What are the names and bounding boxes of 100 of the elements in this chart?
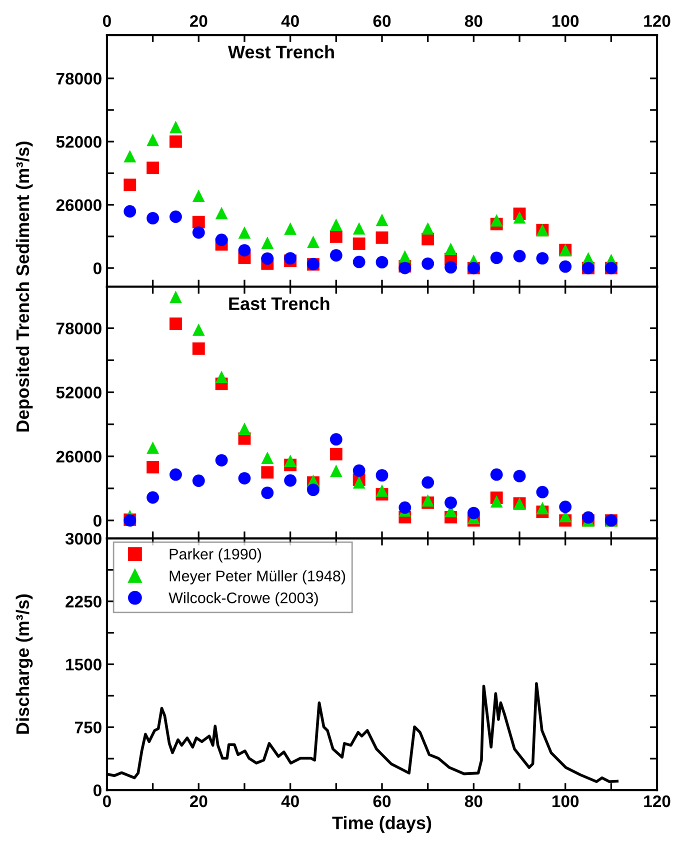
point [330, 448, 342, 460]
point [261, 452, 274, 464]
x2-tick-label: 20 [190, 15, 208, 27]
point [170, 468, 182, 481]
point [490, 495, 503, 508]
point [376, 469, 388, 482]
x-tick-label: 100 [552, 795, 579, 808]
legend-label: Meyer Peter Müller (1948) [170, 570, 346, 584]
point [192, 190, 205, 202]
point [490, 468, 503, 481]
point [284, 222, 297, 235]
point [146, 162, 160, 174]
point [376, 484, 388, 497]
point [238, 226, 251, 239]
point [490, 214, 503, 227]
point [238, 422, 251, 435]
point [398, 250, 412, 263]
chart-title: West Trench [228, 45, 334, 58]
x2-tick-label: 60 [373, 15, 391, 27]
x-axis-title: Time (days) [332, 816, 432, 833]
point [215, 370, 228, 384]
y-tick-label: 750 [75, 722, 102, 734]
x-tick-label: 60 [373, 795, 391, 808]
point [513, 250, 526, 262]
y-tick-label: 0 [93, 784, 102, 796]
y-tick-label: 26000 [56, 450, 102, 463]
point [490, 252, 503, 264]
point [352, 476, 366, 489]
x-tick-label: 120 [644, 795, 670, 808]
point [352, 464, 366, 477]
point [582, 511, 594, 524]
point [352, 238, 366, 250]
point [124, 150, 136, 162]
point [376, 231, 388, 244]
y-tick-label: 0 [93, 514, 102, 527]
point [215, 206, 228, 220]
point [284, 454, 297, 467]
point [536, 502, 549, 514]
point [192, 342, 205, 355]
point [215, 234, 228, 246]
point [170, 210, 182, 223]
y-tick-label: 3000 [65, 532, 102, 545]
point [330, 230, 342, 243]
point [513, 211, 526, 224]
point [284, 252, 297, 265]
y-tick-label: 26000 [56, 199, 102, 212]
x2-tick-label: 80 [464, 15, 482, 27]
point [536, 486, 549, 498]
x-tick-label: 20 [190, 795, 208, 808]
point [238, 244, 251, 256]
y-tick-label: 0 [93, 262, 102, 274]
point [376, 214, 388, 226]
point [513, 470, 526, 482]
point [124, 205, 136, 218]
point [261, 466, 274, 479]
point [170, 120, 182, 134]
point [422, 476, 434, 489]
point [261, 252, 274, 265]
x2-tick-label: 0 [102, 15, 111, 27]
point [192, 474, 205, 487]
chart-title: East Trench [229, 296, 330, 310]
point [422, 222, 434, 235]
point [261, 486, 274, 500]
point [146, 134, 160, 146]
point [124, 178, 136, 192]
point [330, 218, 342, 231]
y-tick-label: 52000 [56, 386, 102, 398]
point [307, 484, 320, 496]
legend-label: Parker (1990) [170, 548, 262, 563]
y-tick-label: 1500 [66, 658, 102, 670]
point [192, 226, 205, 239]
point [330, 464, 342, 478]
x-tick-label: 80 [464, 795, 482, 808]
point [146, 460, 160, 474]
y-tick-label: 78000 [56, 322, 102, 334]
point [170, 135, 182, 148]
point [398, 501, 412, 514]
y-tick-label: 52000 [56, 136, 102, 148]
point [330, 433, 342, 446]
x-tick-label: 0 [102, 795, 111, 808]
x2-tick-label: 100 [552, 15, 579, 27]
point [170, 290, 182, 304]
x-tick-label: 40 [281, 795, 299, 808]
y-tick-label: 78000 [56, 72, 102, 85]
point [422, 257, 434, 270]
point [352, 222, 366, 235]
point [192, 216, 205, 228]
y-tick-label: 2250 [66, 596, 102, 608]
point [170, 318, 182, 330]
point [536, 252, 549, 265]
point [146, 442, 160, 454]
point [352, 256, 366, 268]
point [559, 260, 572, 273]
point [284, 474, 297, 487]
point [238, 472, 251, 484]
point [444, 261, 457, 274]
point [307, 236, 320, 248]
point [444, 242, 457, 256]
legend-label: Wilcock-Crowe (2003) [168, 592, 318, 606]
point [146, 491, 160, 504]
